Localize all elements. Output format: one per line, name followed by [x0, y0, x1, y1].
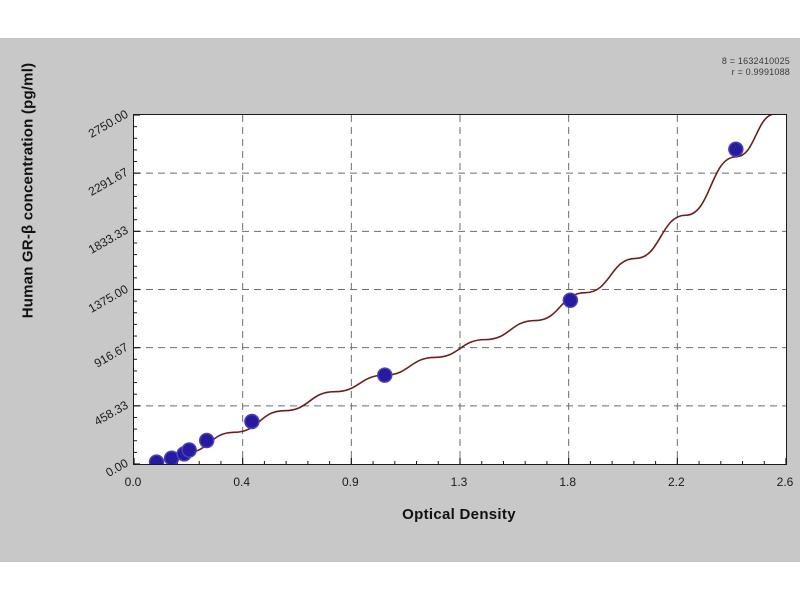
annotation-r: r = 0.9991088: [731, 67, 790, 77]
data-point: [377, 367, 393, 383]
x-axis-title: Optical Density: [402, 506, 516, 523]
data-point: [198, 432, 215, 449]
data-points: [148, 141, 744, 464]
gridlines: [134, 115, 786, 464]
regression-annotation: 8 = 1632410025 r = 0.9991088: [722, 56, 790, 78]
x-tick-label: 2.2: [667, 475, 685, 489]
annotation-slope: 8 = 1632410025: [721, 56, 790, 66]
data-point: [148, 454, 165, 464]
x-tick-label: 1.3: [450, 475, 468, 489]
plot-svg: [134, 115, 786, 464]
data-point: [562, 292, 579, 309]
x-tick-label: 2.6: [776, 475, 794, 489]
x-tick-label: 0.9: [341, 475, 359, 489]
x-tick-label: 1.8: [559, 475, 576, 489]
y-axis-title: Human GR-β concentration (pg/ml): [19, 62, 37, 319]
x-tick-label: 0.4: [233, 475, 250, 489]
axis-tick-marks: [134, 115, 786, 464]
data-point: [244, 413, 260, 430]
data-point: [181, 442, 197, 458]
data-point: [728, 141, 744, 158]
x-tick-label: 0.0: [124, 475, 142, 489]
plot-area: [133, 114, 787, 465]
